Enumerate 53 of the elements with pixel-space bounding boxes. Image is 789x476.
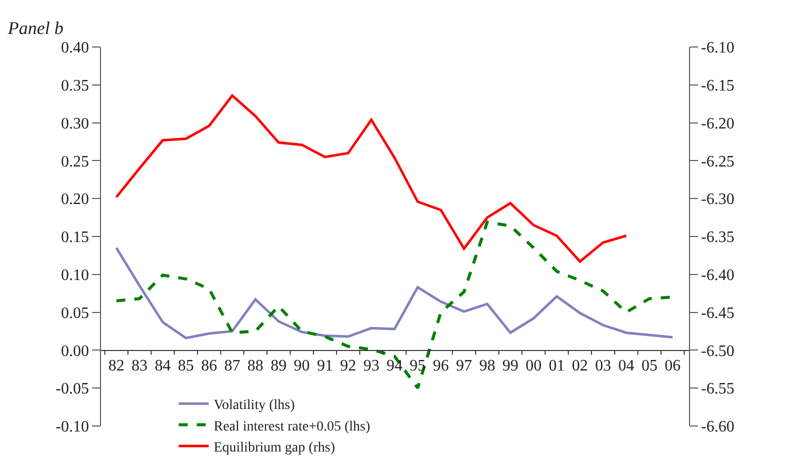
y-tick-label: -0.05 bbox=[56, 380, 89, 398]
y2-tick-label: -6.25 bbox=[701, 153, 734, 170]
x-tick-label: 98 bbox=[479, 357, 496, 374]
x-tick-label: 87 bbox=[224, 357, 240, 374]
x-tick-label: 06 bbox=[664, 357, 681, 374]
x-tick-label: 96 bbox=[432, 357, 449, 374]
y2-tick-label: -6.35 bbox=[701, 229, 734, 246]
x-tick-label: 82 bbox=[108, 357, 124, 374]
y2-tick-label: -6.45 bbox=[701, 304, 734, 322]
y-tick-label: 0.15 bbox=[60, 229, 89, 246]
x-tick-label: 02 bbox=[572, 357, 588, 374]
x-tick-label: 88 bbox=[247, 357, 264, 374]
legend-label: Equilibrium gap (rhs) bbox=[214, 440, 336, 456]
y-tick-label: 0.35 bbox=[60, 78, 89, 95]
y-tick-label: 0.30 bbox=[60, 115, 89, 132]
line-series bbox=[115, 94, 628, 263]
legend-label: Volatility (lhs) bbox=[214, 398, 296, 414]
y2-tick-label: -6.55 bbox=[701, 380, 734, 398]
x-tick-label: 99 bbox=[502, 357, 518, 374]
x-tick-label: 92 bbox=[340, 357, 356, 374]
y-tick-label: -0.10 bbox=[56, 418, 89, 436]
y2-tick-label: -6.20 bbox=[701, 115, 734, 132]
y-tick-label: 0.00 bbox=[60, 342, 89, 360]
x-tick-label: 93 bbox=[363, 357, 380, 374]
x-tick-label: 00 bbox=[526, 357, 542, 374]
legend-label: Real interest rate+0.05 (lhs) bbox=[214, 419, 370, 434]
x-tick-label: 86 bbox=[201, 357, 218, 374]
y-tick-label: 0.25 bbox=[60, 153, 89, 170]
x-tick-label: 04 bbox=[618, 357, 634, 374]
x-tick-label: 94 bbox=[386, 357, 402, 374]
y2-tick-label: -6.60 bbox=[701, 418, 734, 436]
y2-tick-label: -6.40 bbox=[701, 266, 734, 284]
x-tick-label: 95 bbox=[410, 357, 426, 374]
y2-tick-label: -6.15 bbox=[701, 78, 734, 95]
x-tick-label: 85 bbox=[178, 357, 194, 374]
x-tick-label: 83 bbox=[132, 357, 148, 374]
y-tick-label: 0.20 bbox=[60, 191, 89, 208]
chart-title: Panel b bbox=[6, 18, 64, 38]
y2-tick-label: -6.50 bbox=[701, 342, 734, 360]
x-tick-label: 03 bbox=[595, 357, 612, 374]
x-tick-label: 84 bbox=[154, 357, 171, 374]
x-tick-label: 89 bbox=[270, 357, 287, 374]
y-tick-label: 0.05 bbox=[60, 304, 89, 322]
x-tick-label: 91 bbox=[316, 357, 333, 374]
line-series bbox=[115, 246, 674, 340]
x-tick-label: 97 bbox=[456, 357, 472, 374]
x-tick-label: 01 bbox=[548, 357, 565, 374]
y-tick-label: 0.40 bbox=[60, 40, 89, 57]
y2-tick-label: -6.10 bbox=[701, 40, 734, 57]
x-tick-label: 05 bbox=[641, 357, 658, 374]
x-tick-label: 90 bbox=[294, 357, 310, 374]
y2-tick-label: -6.30 bbox=[701, 191, 734, 208]
y-tick-label: 0.10 bbox=[60, 266, 89, 284]
